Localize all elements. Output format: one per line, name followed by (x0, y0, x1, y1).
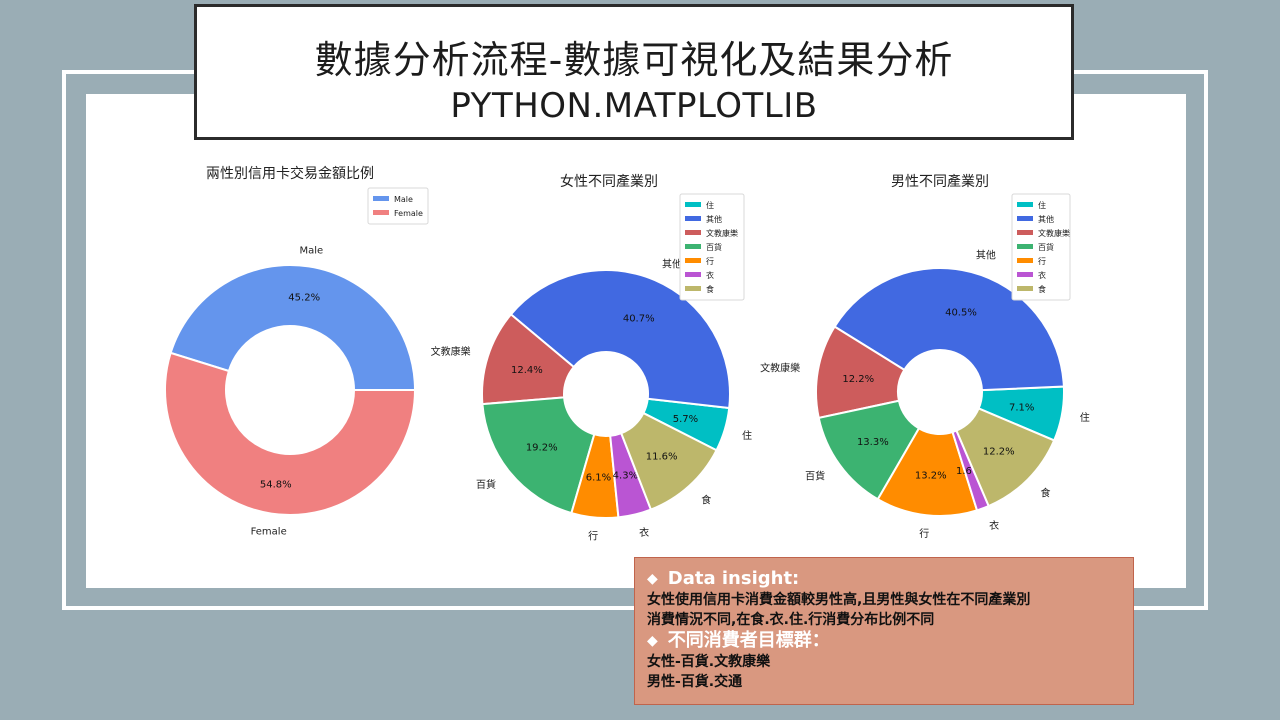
legend-swatch (373, 210, 389, 215)
slice-category-label: 其他 (662, 258, 682, 271)
legend-swatch (1017, 272, 1033, 277)
legend-swatch (685, 202, 701, 207)
slice-category-label: 住 (1080, 411, 1090, 424)
legend-entry: Female (394, 209, 423, 218)
slice-category-label: 食 (701, 493, 711, 506)
legend-swatch (373, 196, 389, 201)
legend-box (367, 187, 429, 225)
pie-slice (833, 267, 1065, 392)
slice-value-label: 54.8% (260, 479, 292, 490)
slice-category-label: 衣 (639, 526, 649, 539)
page-title: 數據分析流程-數據可視化及結果分析 (314, 38, 954, 82)
legend-swatch (1017, 244, 1033, 249)
pie-slice (815, 325, 906, 420)
legend-swatch (1017, 230, 1033, 235)
slice-value-label: 6.1% (586, 473, 611, 484)
diamond-bullet-icon: ◆ (647, 633, 658, 649)
legend-swatch (685, 216, 701, 221)
pie-slice (481, 396, 596, 515)
slice-value-label: 12.2% (983, 447, 1015, 458)
legend-entry: 住 (706, 200, 714, 210)
slice-category-label: 衣 (989, 519, 999, 532)
slice-value-label: 45.2% (288, 293, 320, 304)
legend-swatch (1017, 202, 1033, 207)
slice-category-label: 文教康樂 (431, 345, 471, 358)
slice-value-label: 7.1% (1009, 403, 1034, 414)
insight-heading-2: ◆ 不同消費者目標群： (647, 630, 1121, 652)
slice-value-label: 12.2% (842, 374, 874, 385)
slice-value-label: 13.2% (915, 470, 947, 481)
slice-value-label: 1.6% (956, 466, 981, 477)
insight-line-3: 女性-百貨.文教康樂 (647, 654, 771, 670)
pie-slice (955, 407, 1056, 508)
pie-slice (876, 426, 979, 517)
slice-category-label: Male (299, 246, 323, 257)
slice-category-label: 行 (588, 529, 598, 542)
slice-value-label: 19.2% (526, 443, 558, 454)
title-box: 數據分析流程-數據可視化及結果分析 PYTHON.MATPLOTLIB (194, 4, 1074, 140)
slice-value-label: 4.3% (613, 471, 638, 482)
legend-entry: 百貨 (706, 242, 722, 252)
slice-value-label: 12.4% (511, 365, 543, 376)
legend-entry: 其他 (706, 214, 722, 224)
slice-value-label: 11.6% (646, 452, 678, 463)
slice-value-label: 5.7% (673, 414, 698, 425)
legend-swatch (1017, 216, 1033, 221)
slice-category-label: 百貨 (805, 469, 825, 482)
slice-category-label: 住 (742, 429, 752, 442)
legend-entry: 文教康樂 (1038, 228, 1070, 238)
chart-title: 兩性別信用卡交易金額比例 (206, 165, 374, 182)
legend-entry: 行 (706, 256, 714, 266)
insight-heading-1-text: Data insight: (667, 568, 800, 589)
insight-line-1: 女性使用信用卡消費金額較男性高,且男性與女性在不同產業別 (647, 592, 1031, 608)
chart-title: 女性不同產業別 (560, 173, 658, 190)
legend-entry: 衣 (1038, 270, 1046, 280)
legend-swatch (685, 258, 701, 263)
slice-category-label: Female (251, 526, 287, 537)
legend-swatch (1017, 258, 1033, 263)
pie-slice (619, 411, 718, 511)
page-subtitle: PYTHON.MATPLOTLIB (450, 86, 818, 126)
legend-entry: 衣 (706, 270, 714, 280)
insight-heading-1: ◆ Data insight: (647, 568, 1121, 590)
legend-swatch (685, 244, 701, 249)
slice-category-label: 其他 (976, 249, 996, 262)
legend-entry: 百貨 (1038, 242, 1054, 252)
legend-swatch (685, 286, 701, 291)
slice-category-label: 行 (919, 527, 929, 540)
legend-entry: 行 (1038, 256, 1046, 266)
legend-entry: Male (394, 195, 413, 204)
legend-entry: 其他 (1038, 214, 1054, 224)
slice-category-label: 百貨 (476, 478, 496, 491)
legend-swatch (1017, 286, 1033, 291)
legend-entry: 文教康樂 (706, 228, 738, 238)
pie-slice (169, 264, 417, 391)
insight-heading-2-text: 不同消費者目標群： (667, 630, 830, 651)
slice-value-label: 13.3% (857, 437, 889, 448)
pie-slice (164, 351, 417, 516)
legend-entry: 食 (1038, 284, 1046, 294)
legend-entry: 食 (706, 284, 714, 294)
diamond-bullet-icon: ◆ (647, 571, 658, 587)
pie-slice (509, 269, 731, 410)
legend-swatch (685, 230, 701, 235)
slice-category-label: 文教康樂 (760, 362, 800, 375)
slice-value-label: 40.5% (945, 308, 977, 319)
slice-value-label: 40.7% (623, 314, 655, 325)
insight-line-4: 男性-百貨.交通 (647, 674, 743, 690)
legend-entry: 住 (1038, 200, 1046, 210)
legend-swatch (685, 272, 701, 277)
slice-category-label: 食 (1041, 486, 1051, 499)
insight-line-2: 消費情況不同,在食.衣.住.行消費分布比例不同 (647, 612, 935, 628)
insight-box: ◆ Data insight: 女性使用信用卡消費金額較男性高,且男性與女性在不… (634, 557, 1134, 705)
pie-slice (817, 399, 921, 501)
chart-title: 男性不同產業別 (891, 173, 989, 190)
